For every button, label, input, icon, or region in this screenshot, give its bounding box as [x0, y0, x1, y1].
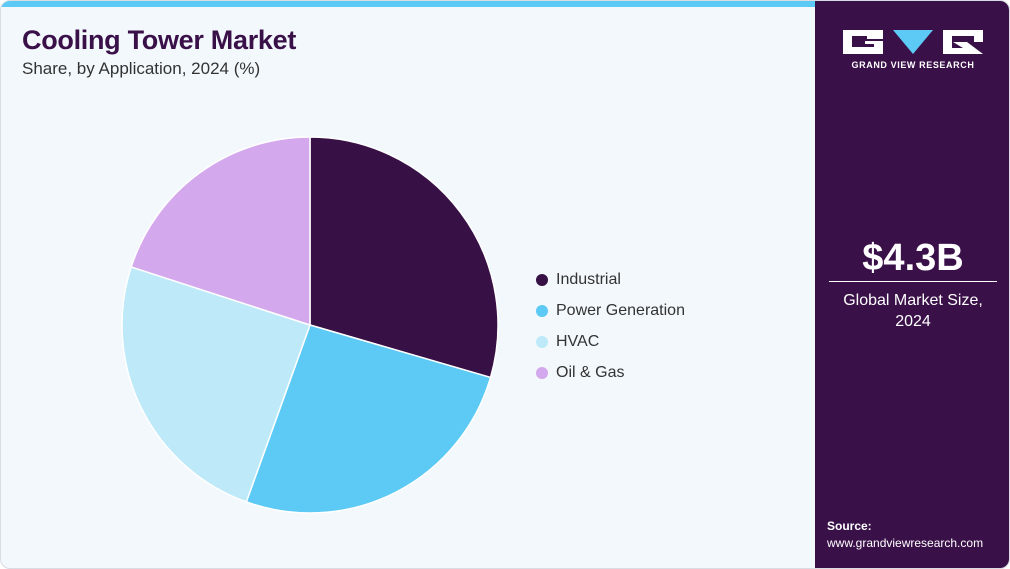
market-size-value: $4.3B — [862, 237, 964, 279]
legend-marker-icon — [536, 304, 548, 317]
legend-label: Power Generation — [556, 301, 685, 319]
side-panel: GRAND VIEW RESEARCH $4.3B Global Market … — [815, 1, 1009, 568]
market-size-description: Global Market Size, 2024 — [815, 290, 1009, 332]
logo-text: GRAND VIEW RESEARCH — [851, 60, 975, 70]
legend-item-power-generation: Power Generation — [536, 295, 685, 326]
legend-marker-icon — [536, 335, 548, 348]
market-desc-line-1: Global Market Size, — [843, 292, 983, 309]
chart-title: Cooling Tower Market — [22, 25, 297, 55]
pie-slice-oil-gas — [130, 136, 311, 327]
legend-label: HVAC — [556, 332, 600, 350]
market-desc-line-2: 2024 — [895, 313, 931, 330]
legend-item-hvac: HVAC — [536, 326, 685, 357]
pie-chart — [121, 136, 499, 514]
divider — [829, 281, 997, 282]
source-label: Source: — [827, 519, 872, 533]
pie-slice-hvac — [121, 265, 311, 503]
legend-item-industrial: Industrial — [536, 264, 685, 295]
chart-subtitle: Share, by Application, 2024 (%) — [22, 59, 261, 78]
legend-marker-icon — [536, 273, 548, 286]
source-link[interactable]: www.grandviewresearch.com — [827, 536, 984, 550]
legend-label: Industrial — [556, 270, 621, 288]
legend-label: Oil & Gas — [556, 363, 625, 381]
legend-marker-icon — [536, 366, 548, 379]
pie-slice-power-generation — [245, 324, 492, 514]
legend-item-oil-gas: Oil & Gas — [536, 357, 685, 388]
top-accent-bar — [1, 1, 815, 7]
gvr-logo-icon — [843, 30, 983, 54]
chart-legend: Industrial Power Generation HVAC Oil & Gas — [536, 264, 685, 388]
pie-slice-industrial — [309, 136, 499, 379]
